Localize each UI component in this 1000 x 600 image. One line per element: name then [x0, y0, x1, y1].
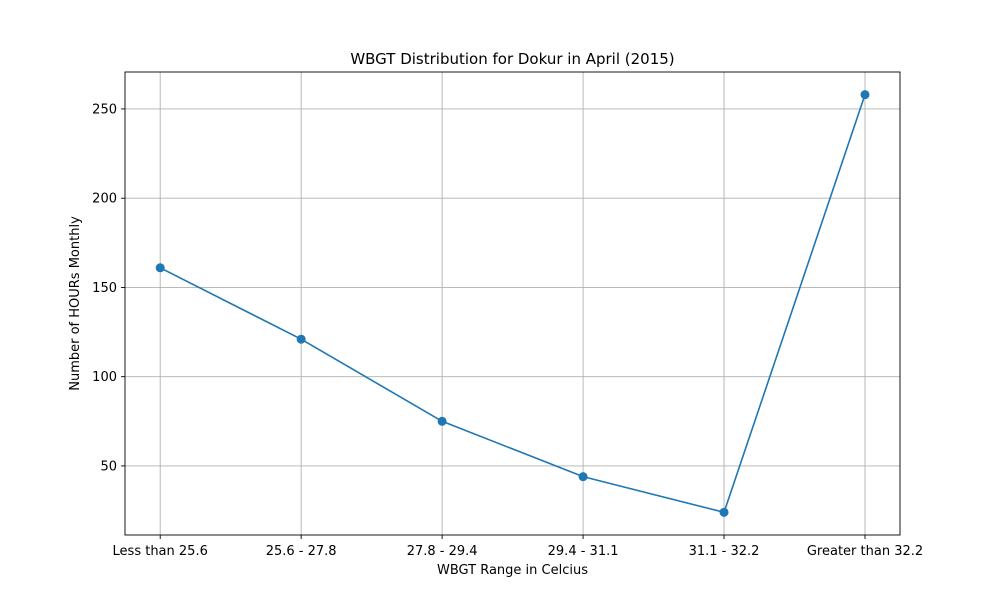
data-point [860, 90, 870, 100]
x-tick-label: Greater than 32.2 [807, 544, 923, 559]
plot-frame [124, 71, 901, 536]
x-tick-label: Less than 25.6 [113, 544, 208, 559]
grid-lines [125, 72, 900, 535]
data-point [296, 334, 306, 344]
data-point [437, 416, 447, 426]
data-point [719, 507, 729, 517]
x-tick-label: 27.8 - 29.4 [407, 544, 478, 559]
y-tick-label: 100 [92, 370, 117, 385]
y-axis-label: Number of HOURs Monthly [68, 216, 83, 391]
y-tick-label: 150 [92, 281, 117, 296]
series-line [159, 94, 866, 514]
data-point [578, 472, 588, 482]
chart-title: WBGT Distribution for Dokur in April (20… [350, 50, 674, 68]
y-tick-label: 200 [92, 192, 117, 207]
x-tick-label: 31.1 - 32.2 [689, 544, 760, 559]
x-tick-label: 29.4 - 31.1 [548, 544, 619, 559]
x-axis-label: WBGT Range in Celcius [437, 563, 588, 578]
axis-ticks: Less than 25.6 25.6 - 27.8 27.8 - 29.4 29.4… [92, 102, 923, 559]
series-layer [155, 90, 870, 517]
y-tick-label: 250 [92, 102, 117, 117]
x-tick-label: 25.6 - 27.8 [266, 544, 337, 559]
y-tick-label: 50 [100, 459, 117, 474]
data-point [155, 263, 165, 273]
